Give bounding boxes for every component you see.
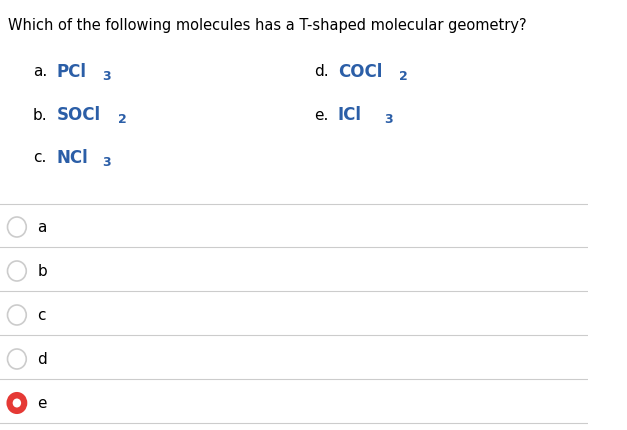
Text: 3: 3 (384, 113, 393, 126)
Circle shape (13, 399, 21, 408)
Text: e: e (38, 396, 47, 411)
Circle shape (8, 393, 26, 413)
Circle shape (8, 349, 26, 369)
Circle shape (8, 261, 26, 281)
Text: c.: c. (33, 150, 46, 165)
Text: b: b (38, 264, 47, 279)
Circle shape (8, 218, 26, 237)
Text: 3: 3 (102, 70, 111, 83)
Text: a: a (38, 220, 47, 235)
Text: b.: b. (33, 107, 48, 122)
Text: a.: a. (33, 64, 47, 79)
Text: SOCl: SOCl (56, 106, 100, 124)
Text: NCl: NCl (56, 149, 88, 166)
Text: c: c (38, 308, 46, 323)
Text: PCl: PCl (56, 63, 87, 81)
Text: 2: 2 (399, 70, 408, 83)
Text: Which of the following molecules has a T-shaped molecular geometry?: Which of the following molecules has a T… (8, 18, 526, 33)
Text: 2: 2 (118, 113, 127, 126)
Text: d.: d. (314, 64, 329, 79)
Text: e.: e. (314, 107, 329, 122)
Text: 3: 3 (102, 156, 111, 169)
Text: COCl: COCl (338, 63, 382, 81)
Text: ICl: ICl (338, 106, 362, 124)
Circle shape (8, 305, 26, 325)
Text: d: d (38, 352, 47, 367)
